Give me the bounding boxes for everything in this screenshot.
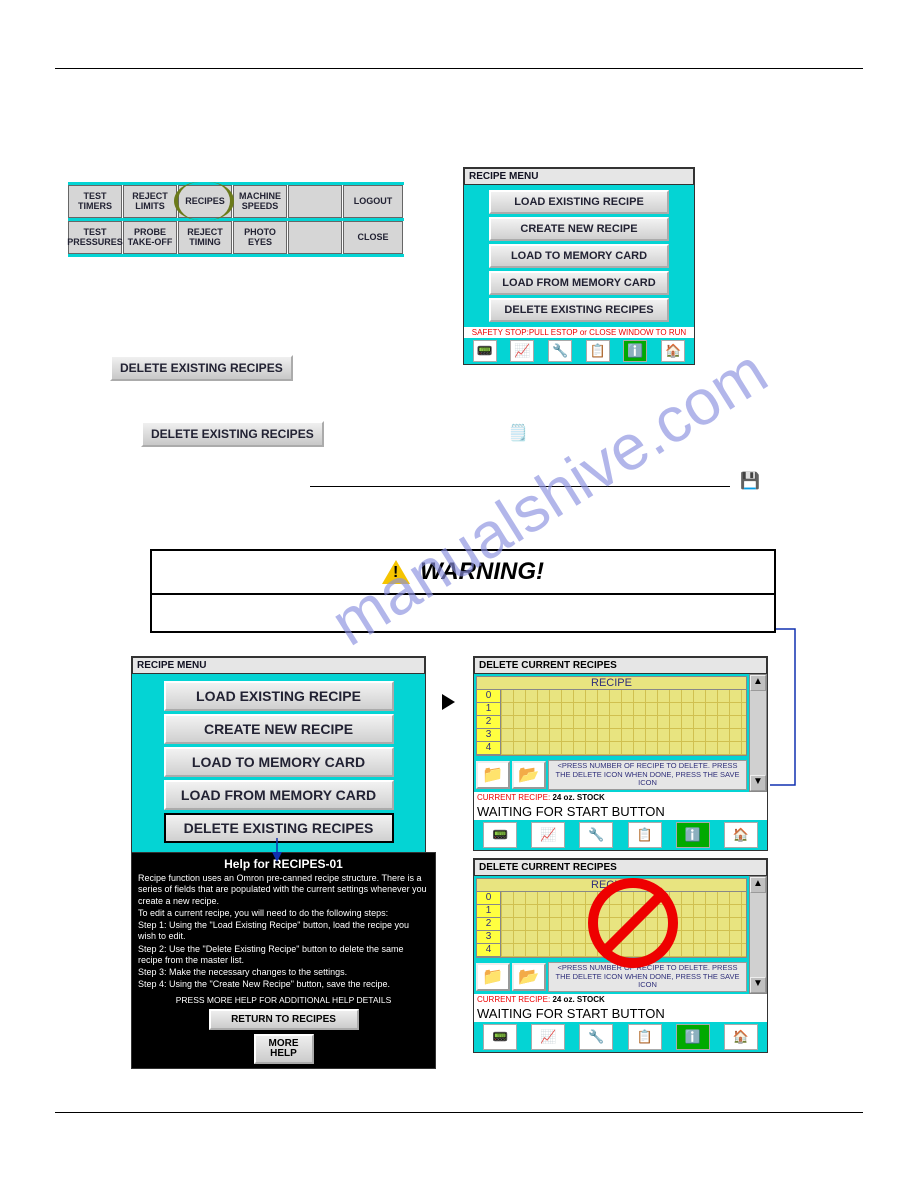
home-icon[interactable]: 🏠 [661, 340, 685, 362]
info-icon[interactable]: ℹ️ [676, 1024, 710, 1050]
wrench-icon[interactable]: 🔧 [579, 1024, 613, 1050]
current-recipe-line: CURRENT RECIPE: 24 oz. STOCK [474, 792, 767, 803]
load-from-card-button-2[interactable]: LOAD FROM MEMORY CARD [164, 780, 394, 810]
midline [310, 486, 730, 487]
test-timers-button[interactable]: TESTTIMERS [68, 185, 122, 218]
iconbar-3: 📟 📈 🔧 📋 ℹ️ 🏠 [474, 820, 767, 850]
warning-triangle-icon [382, 560, 410, 584]
scroll-up-icon[interactable]: ▲ [750, 877, 766, 893]
delete-folder-icon-2[interactable]: 📁 [476, 963, 510, 991]
row-numbers: 0 1 2 3 4 [477, 690, 501, 755]
help-p3: Step 1: Using the "Load Existing Recipe"… [138, 920, 429, 943]
logout-button[interactable]: LOGOUT [343, 185, 403, 218]
photo-eyes-button[interactable]: PHOTOEYES [233, 221, 287, 254]
delete-folder-icon[interactable]: 📁 [476, 761, 510, 789]
calc-icon[interactable]: 📟 [483, 1024, 517, 1050]
load-to-card-button[interactable]: LOAD TO MEMORY CARD [489, 244, 669, 268]
calc-icon[interactable]: 📟 [473, 340, 497, 362]
scrollbar[interactable]: ▲ ▼ [749, 674, 767, 792]
save-folder-icon-2[interactable]: 📂 [512, 963, 546, 991]
recipes-button[interactable]: RECIPES [178, 185, 232, 218]
help-p2: To edit a current recipe, you will need … [138, 908, 429, 919]
scroll-up-icon[interactable]: ▲ [750, 675, 766, 691]
play-arrow-icon [442, 694, 455, 710]
disk-icon: 💾 [740, 471, 760, 491]
more-help-button[interactable]: MOREHELP [254, 1034, 314, 1064]
hr-top [55, 68, 863, 69]
info-icon[interactable]: ℹ️ [623, 340, 647, 362]
recipe-cells [501, 690, 746, 755]
blank-button-2[interactable] [288, 221, 342, 254]
scrollbar-2[interactable]: ▲ ▼ [749, 876, 767, 994]
warning-label: WARNING! [420, 558, 544, 586]
help-p4: Step 2: Use the "Delete Existing Recipe"… [138, 944, 429, 967]
close-button[interactable]: CLOSE [343, 221, 403, 254]
delete-title: DELETE CURRENT RECIPES [474, 657, 767, 674]
delete-existing-button-2[interactable]: DELETE EXISTING RECIPES [164, 813, 394, 843]
create-new-button[interactable]: CREATE NEW RECIPE [489, 217, 669, 241]
home-icon[interactable]: 🏠 [724, 1024, 758, 1050]
help-p5: Step 3: Make the necessary changes to th… [138, 967, 429, 978]
iconbar-4: 📟 📈 🔧 📋 ℹ️ 🏠 [474, 1022, 767, 1052]
blank-button-1[interactable] [288, 185, 342, 218]
load-existing-button[interactable]: LOAD EXISTING RECIPE [489, 190, 669, 214]
wrench-icon[interactable]: 🔧 [579, 822, 613, 848]
chart-icon[interactable]: 📈 [531, 822, 565, 848]
load-to-card-button-2[interactable]: LOAD TO MEMORY CARD [164, 747, 394, 777]
help-press: PRESS MORE HELP FOR ADDITIONAL HELP DETA… [138, 995, 429, 1006]
waiting-line-2: WAITING FOR START BUTTON [474, 1005, 767, 1022]
delete-title-2: DELETE CURRENT RECIPES [474, 859, 767, 876]
hr-bottom [55, 1112, 863, 1113]
delete-pill-2: DELETE EXISTING RECIPES [141, 421, 324, 447]
help-title: Help for RECIPES-01 [138, 857, 429, 871]
machine-speeds-button[interactable]: MACHINESPEEDS [233, 185, 287, 218]
recipe-menu-panel-2: RECIPE MENU LOAD EXISTING RECIPE CREATE … [131, 656, 426, 881]
clipboard-icon[interactable]: 📋 [586, 340, 610, 362]
waiting-line: WAITING FOR START BUTTON [474, 803, 767, 820]
wrench-icon[interactable]: 🔧 [548, 340, 572, 362]
scroll-down-icon[interactable]: ▼ [750, 977, 766, 993]
load-from-card-button[interactable]: LOAD FROM MEMORY CARD [489, 271, 669, 295]
home-icon[interactable]: 🏠 [724, 822, 758, 848]
delete-panel-1: DELETE CURRENT RECIPES RECIPE 0 1 2 3 4 … [473, 656, 768, 851]
chart-icon[interactable]: 📈 [531, 1024, 565, 1050]
chart-icon[interactable]: 📈 [510, 340, 534, 362]
scroll-down-icon[interactable]: ▼ [750, 775, 766, 791]
help-panel: Help for RECIPES-01 Recipe function uses… [131, 852, 436, 1069]
calc-icon[interactable]: 📟 [483, 822, 517, 848]
config-button-grid: TESTTIMERS REJECTLIMITS RECIPES MACHINES… [68, 182, 404, 257]
probe-takeoff-button[interactable]: PROBETAKE-OFF [123, 221, 177, 254]
recipe-menu-panel-1: RECIPE MENU LOAD EXISTING RECIPE CREATE … [463, 167, 695, 365]
safety-text: SAFETY STOP:PULL ESTOP or CLOSE WINDOW T… [464, 327, 694, 338]
delete-existing-button[interactable]: DELETE EXISTING RECIPES [489, 298, 669, 322]
delete-instructions: <PRESS NUMBER OF RECIPE TO DELETE. PRESS… [548, 760, 747, 790]
delete-pill-1: DELETE EXISTING RECIPES [110, 355, 293, 381]
recipe-menu-title: RECIPE MENU [464, 168, 694, 185]
row-numbers-2: 0 1 2 3 4 [477, 892, 501, 957]
clipboard-icon[interactable]: 📋 [628, 822, 662, 848]
load-existing-button-2[interactable]: LOAD EXISTING RECIPE [164, 681, 394, 711]
note-icon: 🗒️ [508, 423, 528, 443]
help-p1: Recipe function uses an Omron pre-canned… [138, 873, 429, 907]
recipe-menu-title-2: RECIPE MENU [132, 657, 425, 674]
current-recipe-line-2: CURRENT RECIPE: 24 oz. STOCK [474, 994, 767, 1005]
recipe-col-header: RECIPE [477, 677, 746, 690]
help-p6: Step 4: Using the "Create New Recipe" bu… [138, 979, 429, 990]
iconbar-1: 📟 📈 🔧 📋 ℹ️ 🏠 [464, 338, 694, 364]
reject-limits-button[interactable]: REJECTLIMITS [123, 185, 177, 218]
clipboard-icon[interactable]: 📋 [628, 1024, 662, 1050]
delete-instructions-2: <PRESS NUMBER OF RECIPE TO DELETE. PRESS… [548, 962, 747, 992]
test-pressures-button[interactable]: TESTPRESSURES [68, 221, 122, 254]
warning-box: WARNING! [150, 549, 776, 633]
create-new-button-2[interactable]: CREATE NEW RECIPE [164, 714, 394, 744]
prohibit-icon [588, 878, 678, 968]
reject-timing-button[interactable]: REJECTTIMING [178, 221, 232, 254]
info-icon[interactable]: ℹ️ [676, 822, 710, 848]
save-folder-icon[interactable]: 📂 [512, 761, 546, 789]
return-to-recipes-button[interactable]: RETURN TO RECIPES [209, 1009, 359, 1030]
